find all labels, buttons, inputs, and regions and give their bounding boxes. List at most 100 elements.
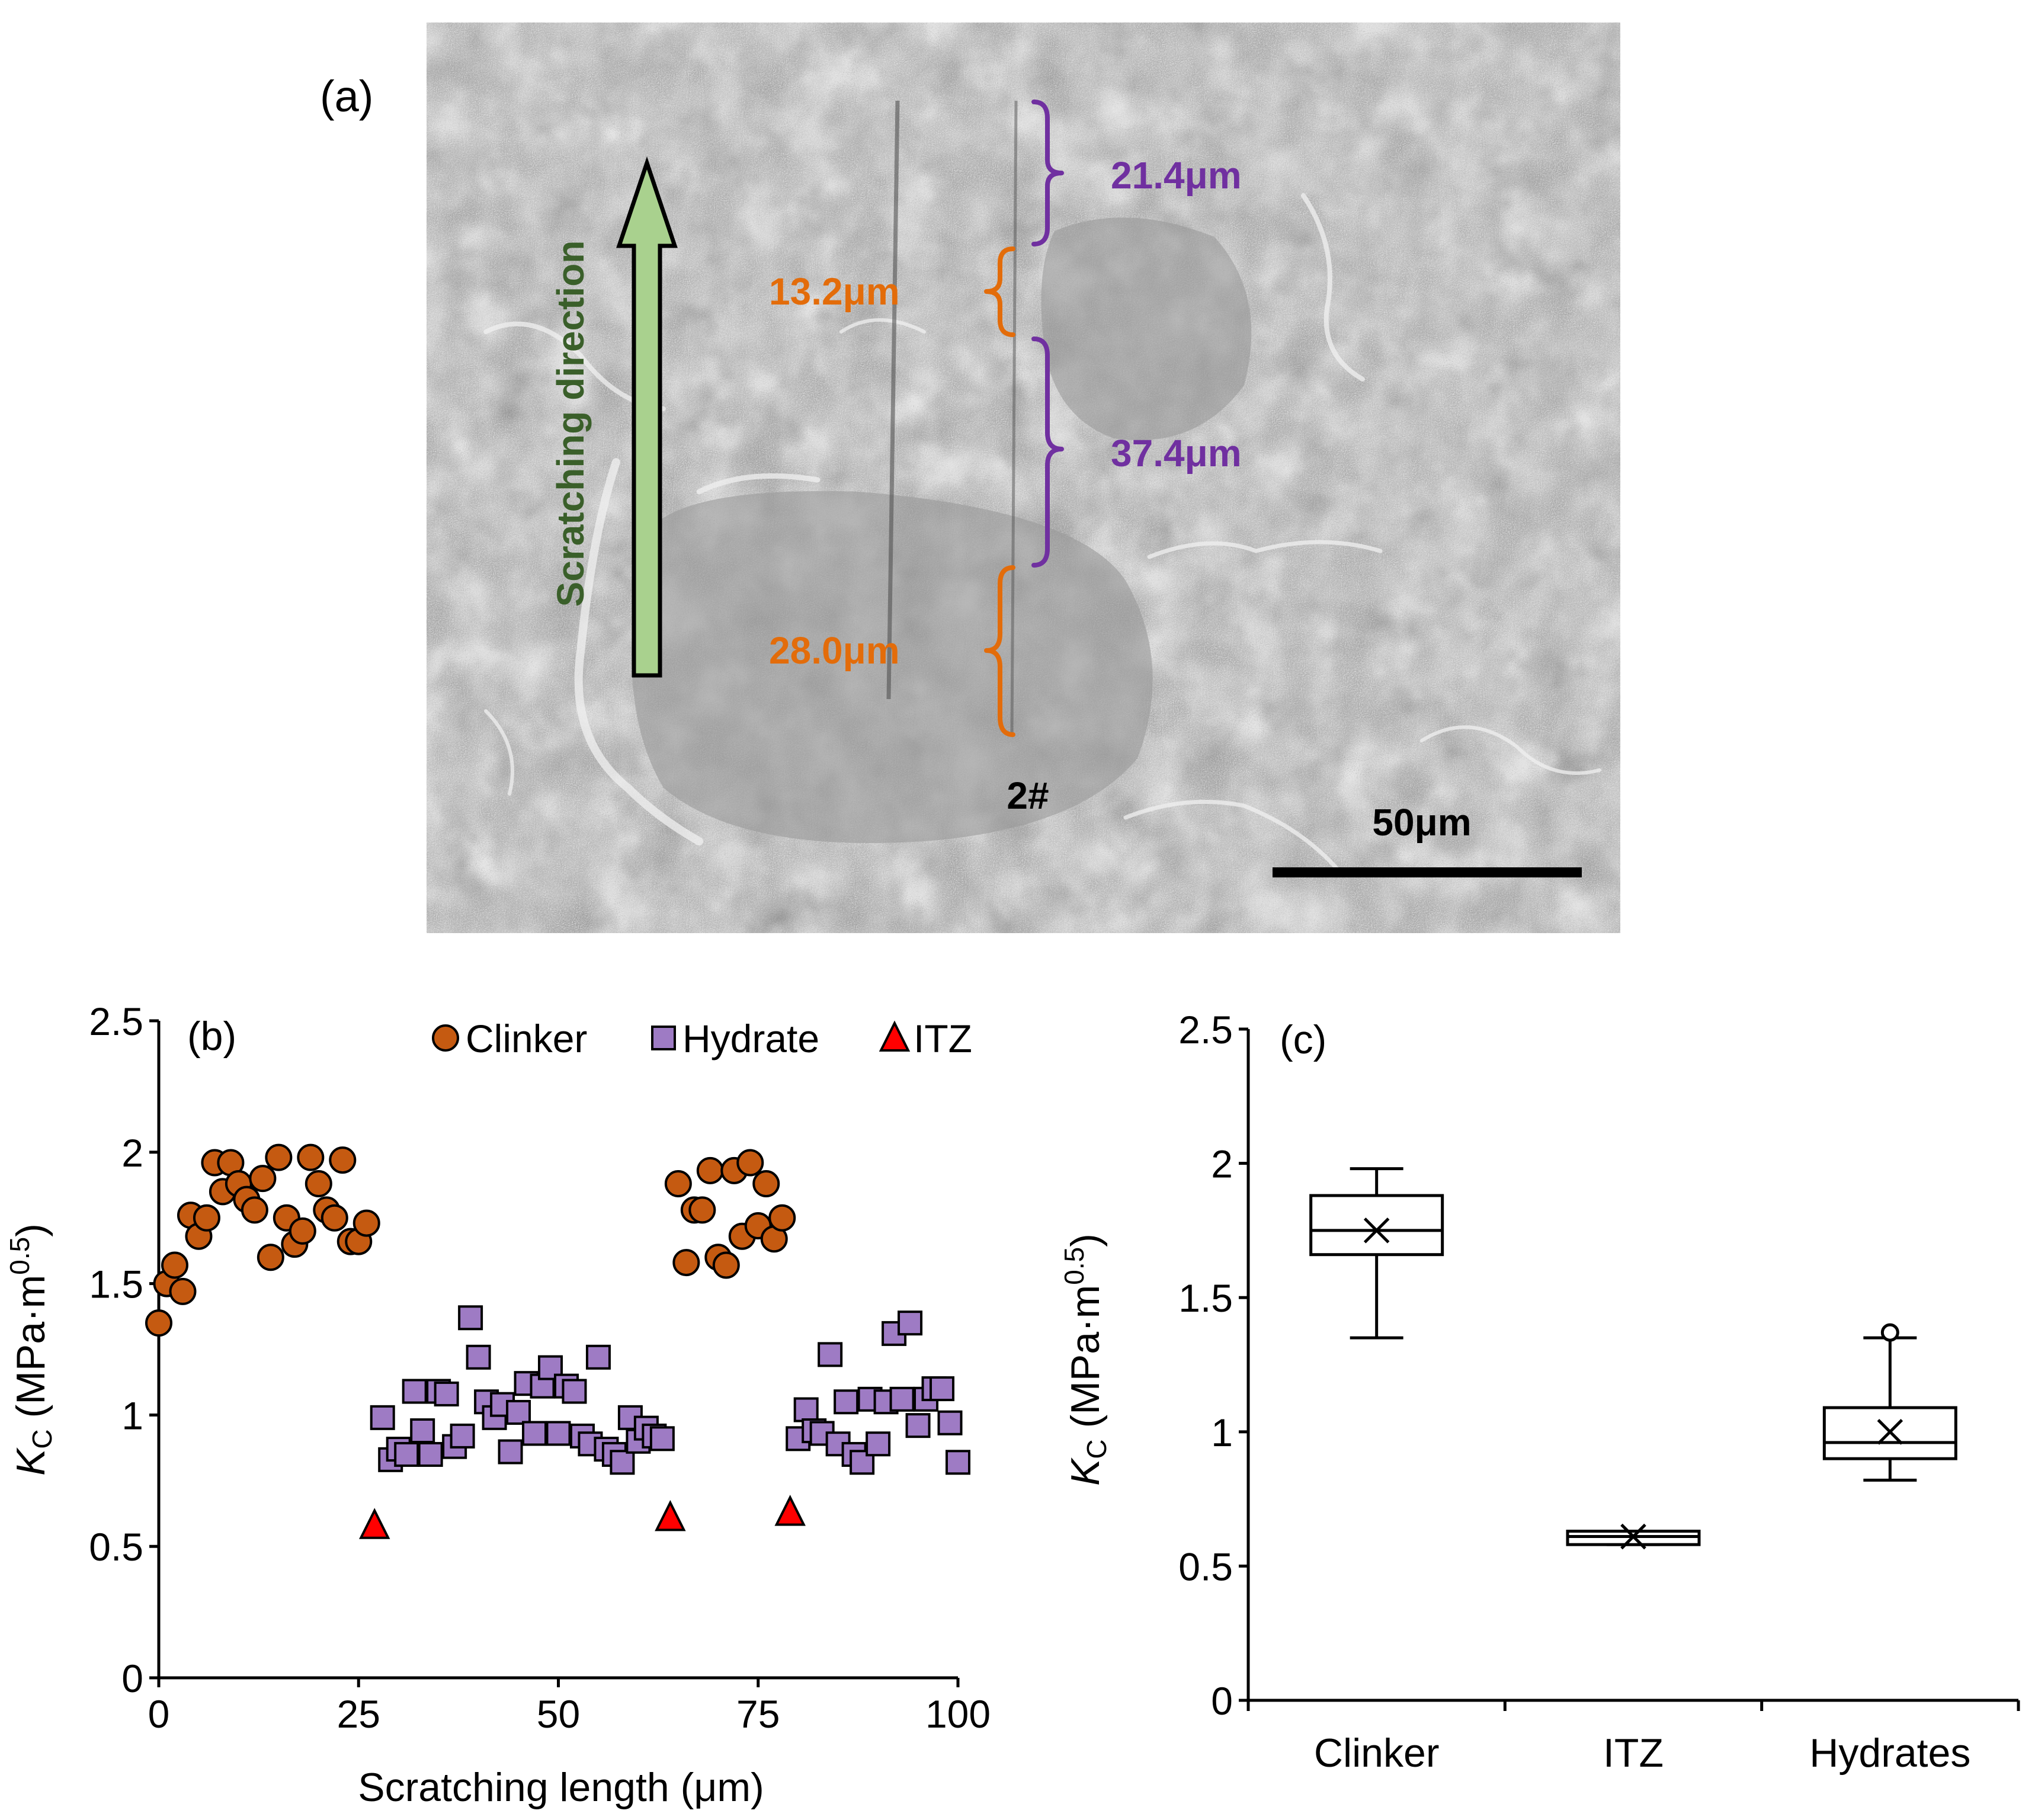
legend-marker-hydrate [651,1026,676,1050]
clinker-point [321,1204,348,1232]
y-tick-label: 1 [121,1393,143,1437]
scale-bar-label: 50μm [1372,801,1471,844]
hydrate-point [834,1389,859,1415]
box-y-tick-label: 1 [1211,1411,1233,1454]
hydrate-point [434,1381,459,1406]
y-title-unit: (MPa·m [8,1275,53,1430]
hydrate-point [466,1344,491,1370]
clinker-point [249,1165,277,1193]
clinker-point [752,1170,780,1198]
legend-marker-itz [879,1020,911,1052]
panel-b-label: (b) [187,1014,236,1059]
hydrate-point [585,1344,611,1370]
hydrate-point [402,1379,427,1404]
clinker-point [768,1204,796,1232]
y-tick-label: 2 [121,1131,143,1175]
segment-brace-3 [1031,337,1064,568]
itz-point [774,1495,806,1526]
hydrate-point [930,1376,955,1402]
clinker-point [161,1251,188,1279]
legend-marker-clinker [432,1024,459,1052]
hydrate-point [418,1441,443,1467]
clinker-point [352,1209,380,1237]
x-tick-label: 25 [337,1692,380,1736]
box-y-tick-label: 0 [1211,1679,1233,1723]
hydrate-point [498,1439,523,1465]
box-y-tick-label: 2 [1211,1142,1233,1186]
legend-label-itz: ITZ [914,1017,972,1060]
hydrate-point [458,1305,483,1331]
clinker-point [193,1204,220,1232]
clinker-mean-marker [1363,1217,1390,1244]
box-y-title-k: K [1063,1457,1108,1486]
itz-point [655,1499,686,1531]
box-y-title-sub: C [1081,1439,1112,1459]
box-y-title-close: ) [1063,1233,1108,1247]
sem-image [427,23,1620,933]
hydrate-point [898,1310,923,1336]
box-axes: 0 0.5 1 1.5 2 2.5 Clinker ITZ Hydrates [1178,1008,2020,1776]
segment-label-4: 28.0μm [769,629,900,672]
clinker-point [257,1244,284,1271]
hydrate-point [450,1423,475,1449]
panel-c-box-chart: (c) 0 0.5 1 1.5 2 2.5 Clinker ITZ Hydrates KC (M… [1059,1008,2020,1776]
hydrate-point [410,1418,435,1444]
hydrate-point [946,1450,970,1475]
y-title-sup: 0.5 [4,1237,35,1275]
y-tick-label: 2.5 [89,999,143,1043]
box-y-axis-title: KC (MPa·m0.5) [1059,1233,1112,1486]
segment-label-2: 13.2μm [769,270,900,313]
scatter-y-axis-title: KC (MPa·m0.5) [4,1223,57,1476]
clinker-point [688,1196,716,1224]
box-y-title-unit: (MPa·m [1063,1285,1108,1440]
segment-brace-1 [1031,100,1064,246]
x-tick-label: 0 [148,1692,170,1736]
hydrate-point [506,1399,531,1425]
hydrate-point [866,1431,891,1457]
hydrate-point [522,1421,547,1446]
clinker-point [145,1309,172,1337]
segment-brace-4 [984,565,1015,737]
panel-a-label: (a) [320,72,373,121]
clinker-point [169,1277,197,1305]
hydrate-point [370,1405,395,1430]
clinker-point [305,1170,332,1198]
hydrate-point [937,1410,963,1436]
scatter-axes: 0 0.5 1 1.5 2 2.5 0 25 50 75 100 [89,999,991,1736]
scratch-direction-arrow-icon [616,156,678,678]
scatter-points [145,1143,970,1539]
itz-point [358,1508,390,1539]
box-y-title-sup: 0.5 [1059,1247,1089,1285]
hydrate-point [546,1421,571,1446]
scatter-x-axis-title: Scratching length (μm) [358,1765,764,1810]
hydrate-point [889,1386,915,1412]
panel-a: (a) [320,23,1620,933]
clinker-point [712,1251,740,1279]
scale-bar [1273,867,1582,877]
clinker-point [696,1156,724,1184]
box-category-label: Clinker [1314,1731,1440,1776]
legend-label-hydrate: Hydrate [682,1017,819,1060]
hydrate-point [649,1426,675,1451]
clinker-point [241,1196,268,1224]
clinker-point [265,1143,293,1171]
segment-label-1: 21.4μm [1111,154,1242,197]
box-category-label: ITZ [1603,1731,1664,1776]
y-tick-label: 0.5 [89,1525,143,1569]
legend-label-clinker: Clinker [466,1017,587,1060]
clinker-point [736,1149,764,1177]
clinker-point [329,1146,357,1174]
clinker-point [672,1249,700,1277]
itz-mean-marker [1620,1523,1646,1550]
y-tick-label: 0 [121,1656,143,1700]
hydrate-point [610,1450,635,1475]
x-tick-label: 75 [736,1692,780,1736]
segment-label-3: 37.4μm [1111,432,1242,475]
hydrate-point [905,1413,931,1438]
clinker-point [297,1143,325,1171]
scatter-legend: Clinker Hydrate ITZ [432,1017,972,1060]
hydrate-point [793,1397,819,1422]
hydrate-point [394,1441,419,1467]
box-plots [1309,1167,1957,1550]
